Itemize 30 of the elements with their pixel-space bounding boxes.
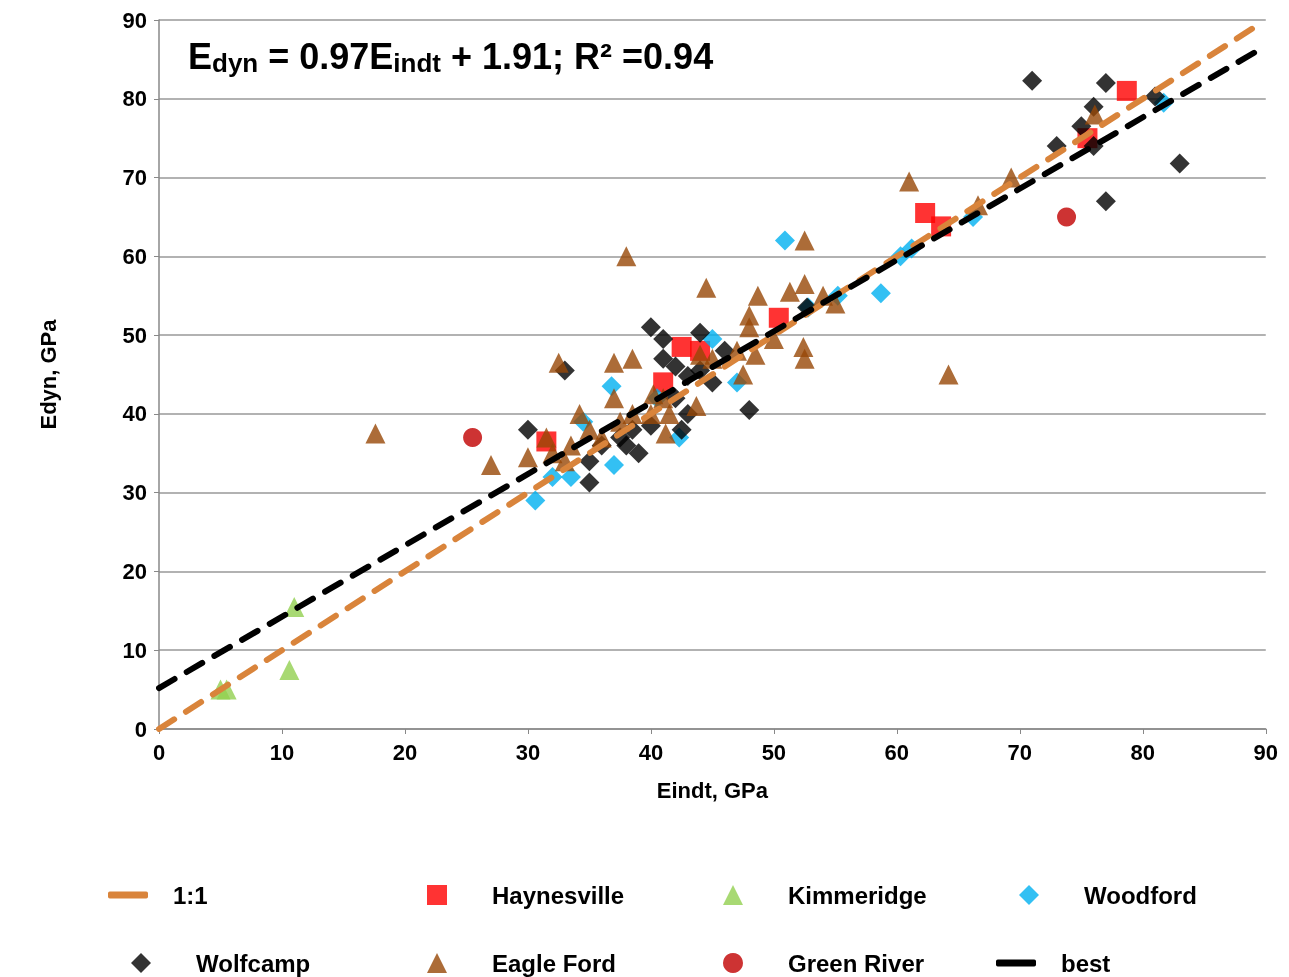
legend-label: 1:1 xyxy=(173,881,208,909)
legend-label: Eagle Ford xyxy=(492,949,617,977)
legend-label: Green River xyxy=(788,949,925,977)
x-tick-label: 40 xyxy=(638,739,664,765)
y-tick-label: 0 xyxy=(134,716,147,742)
x-tick-label: 20 xyxy=(392,739,418,765)
legend-label: Kimmeridge xyxy=(788,881,927,909)
x-tick-label: 30 xyxy=(515,739,541,765)
y-tick-label: 50 xyxy=(122,322,147,348)
x-tick-label: 10 xyxy=(269,739,295,765)
y-tick-label: 40 xyxy=(122,401,147,427)
x-tick-label: 50 xyxy=(761,739,787,765)
x-tick-label: 80 xyxy=(1130,739,1156,765)
x-tick-label: 90 xyxy=(1253,739,1279,765)
y-tick-label: 90 xyxy=(122,7,147,33)
y-tick-label: 80 xyxy=(122,86,147,112)
x-tick-label: 70 xyxy=(1007,739,1033,765)
x-axis-title: Eindt, GPa xyxy=(656,777,769,803)
legend-label: Woodford xyxy=(1084,881,1197,909)
legend-label: best xyxy=(1061,949,1111,977)
y-tick-label: 30 xyxy=(122,480,147,506)
y-tick-label: 10 xyxy=(122,637,147,663)
legend-label: Haynesville xyxy=(492,881,625,909)
y-axis-title: Edyn, GPa xyxy=(35,318,61,430)
x-tick-label: 0 xyxy=(152,739,166,765)
y-tick-label: 60 xyxy=(122,243,147,269)
y-tick-label: 20 xyxy=(122,558,147,584)
x-tick-label: 60 xyxy=(884,739,910,765)
y-tick-label: 70 xyxy=(122,165,147,191)
legend-label: Wolfcamp xyxy=(196,949,311,977)
